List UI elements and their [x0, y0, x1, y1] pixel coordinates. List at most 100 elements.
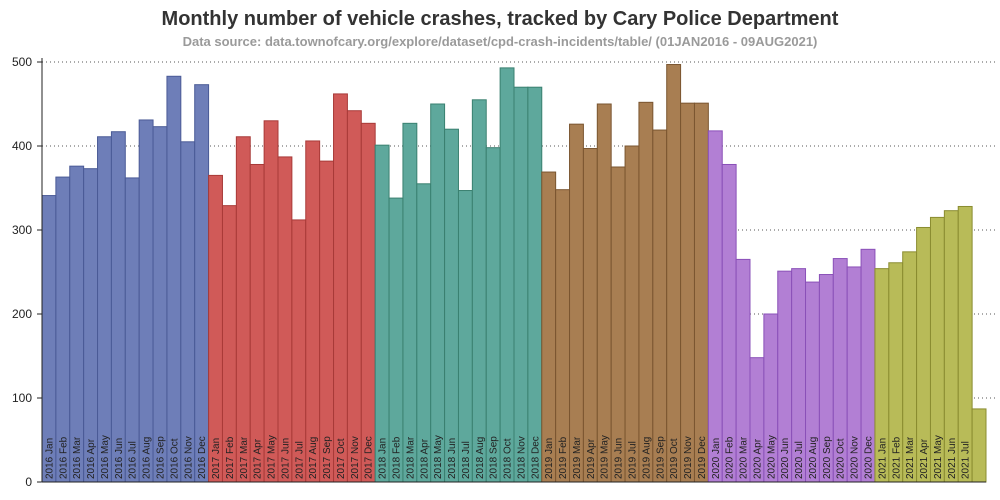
- bar: [513, 86, 529, 483]
- bar: [263, 120, 279, 483]
- y-tick-label: 300: [12, 223, 32, 237]
- bar: [235, 136, 251, 483]
- bar-label: 2020 Feb: [725, 436, 736, 479]
- bar-label: 2020 Oct: [836, 438, 847, 479]
- bar-labels: 2016 Jan 2016 Feb 2016 Mar 2016 Apr 2016 May…: [44, 435, 971, 479]
- bars: [41, 64, 987, 483]
- bar-label: 2017 Mar: [239, 436, 250, 479]
- bar: [582, 148, 598, 483]
- bar-label: 2019 Oct: [669, 438, 680, 479]
- bar-label: 2020 Aug: [808, 437, 819, 479]
- bar: [430, 103, 446, 483]
- bar-label: 2018 Aug: [475, 437, 486, 479]
- bar-label: 2019 Sep: [655, 436, 666, 479]
- bar-label: 2020 Apr: [752, 438, 763, 479]
- bar-label: 2016 Dec: [197, 436, 208, 479]
- bar-label: 2018 Jul: [461, 441, 472, 479]
- bar: [721, 163, 737, 483]
- bar-label: 2020 Nov: [850, 436, 861, 479]
- bar-label: 2018 Oct: [503, 438, 514, 479]
- bar-label: 2018 Dec: [530, 436, 541, 479]
- bar: [208, 174, 223, 483]
- bar-label: 2017 May: [267, 435, 278, 479]
- bar: [541, 171, 557, 483]
- bar-label: 2016 Aug: [142, 437, 153, 479]
- bar: [249, 163, 265, 483]
- bar-label: 2016 Feb: [58, 436, 69, 479]
- y-tick-label: 400: [12, 139, 32, 153]
- bar-label: 2020 Mar: [739, 436, 750, 479]
- bar: [110, 131, 126, 483]
- bar: [610, 166, 626, 483]
- bar-label: 2020 Sep: [822, 436, 833, 479]
- bar-label: 2018 Jan: [378, 438, 389, 479]
- bar-label: 2016 Jul: [128, 441, 139, 479]
- bar-label: 2019 Mar: [572, 436, 583, 479]
- bar: [471, 99, 487, 483]
- bar: [707, 130, 723, 483]
- bar-label: 2017 Nov: [350, 436, 361, 479]
- y-axis-ticks: 0 100 200 300 400 500: [12, 55, 42, 489]
- bar-label: 2016 Jan: [44, 438, 55, 479]
- y-tick-label: 500: [12, 55, 32, 69]
- bar: [55, 176, 71, 483]
- bar-label: 2017 Dec: [364, 436, 375, 479]
- bar-label: 2019 Jul: [628, 441, 639, 479]
- bar: [402, 122, 418, 483]
- bar: [194, 84, 210, 483]
- bar: [638, 101, 654, 483]
- bar-label: 2019 Nov: [683, 436, 694, 479]
- bar: [457, 190, 473, 483]
- bar-label: 2020 Jan: [711, 438, 722, 479]
- bar-label: 2016 Mar: [72, 436, 83, 479]
- bar-label: 2019 Aug: [641, 437, 652, 479]
- bar-label: 2019 May: [600, 435, 611, 479]
- bar: [957, 205, 973, 483]
- bar: [69, 165, 85, 483]
- bar-label: 2018 Apr: [419, 438, 430, 479]
- bar: [346, 110, 362, 483]
- bar-label: 2017 Sep: [322, 436, 333, 479]
- bar-label: 2018 Sep: [489, 436, 500, 479]
- bar: [360, 122, 376, 483]
- bar: [680, 102, 695, 483]
- bar-label: 2021 Feb: [891, 436, 902, 479]
- bar-label: 2017 Oct: [336, 438, 347, 479]
- bar: [596, 103, 612, 483]
- y-tick-label: 200: [12, 307, 32, 321]
- bar: [166, 75, 182, 483]
- bar-label: 2020 Dec: [864, 436, 875, 479]
- bar: [971, 408, 987, 483]
- bar-label: 2016 Oct: [169, 438, 180, 479]
- bar: [180, 141, 196, 483]
- bar-label: 2021 Jul: [961, 441, 972, 479]
- bar: [333, 93, 348, 483]
- bar: [374, 144, 390, 483]
- bar-label: 2016 Nov: [183, 436, 194, 479]
- bar-label: 2016 Apr: [86, 438, 97, 479]
- bar: [124, 177, 140, 483]
- axes: [41, 58, 986, 483]
- bar: [319, 160, 335, 483]
- bar-label: 2018 Feb: [392, 436, 403, 479]
- bar-label: 2018 Jun: [447, 438, 458, 479]
- bar-label: 2020 Jul: [794, 441, 805, 479]
- chart-subtitle: Data source: data.townofcary.org/explore…: [182, 34, 818, 49]
- bar-label: 2021 May: [933, 435, 944, 479]
- bar-label: 2017 Apr: [253, 438, 264, 479]
- bar-label: 2017 Aug: [308, 437, 319, 479]
- bar-label: 2018 Nov: [516, 436, 527, 479]
- bar: [83, 168, 99, 483]
- chart-title: Monthly number of vehicle crashes, track…: [161, 8, 839, 30]
- bar-label: 2021 Apr: [919, 438, 930, 479]
- y-tick-label: 100: [12, 391, 32, 405]
- bar: [499, 67, 515, 483]
- bar-label: 2021 Mar: [905, 436, 916, 479]
- bar: [305, 140, 321, 483]
- bar-label: 2017 Jan: [211, 438, 222, 479]
- bar: [624, 145, 640, 483]
- bar-label: 2019 Jan: [544, 438, 555, 479]
- bar: [152, 126, 168, 483]
- bar-label: 2016 Jun: [114, 438, 125, 479]
